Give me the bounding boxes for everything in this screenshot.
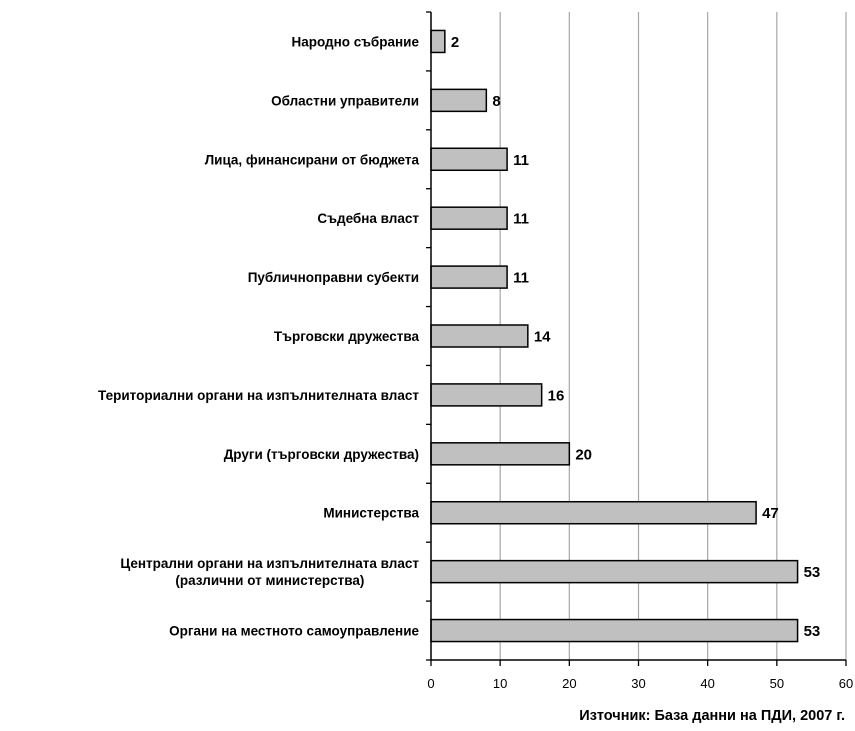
bar-4 (430, 265, 508, 289)
x-tick-label-10: 10 (493, 676, 507, 691)
value-label-7: 20 (575, 446, 592, 463)
x-tick-labels: 0 10 20 30 40 50 60 (427, 676, 853, 691)
value-label-5: 14 (534, 329, 551, 346)
value-label-1: 8 (492, 93, 500, 110)
bar-6 (430, 383, 543, 407)
x-tick-label-50: 50 (770, 676, 784, 691)
x-tick-label-0: 0 (427, 676, 434, 691)
category-label-3: Съдебна власт (317, 211, 419, 226)
value-label-9: 53 (804, 564, 821, 581)
x-tick-label-60: 60 (839, 676, 853, 691)
value-label-10: 53 (804, 623, 821, 640)
bars (430, 29, 799, 643)
category-labels: Народно събрание Областни управители Лица,… (98, 34, 419, 638)
category-label-0: Народно събрание (291, 34, 419, 49)
category-label-5: Търговски дружества (274, 329, 420, 344)
category-label-2: Лица, финансирани от бюджета (205, 152, 420, 167)
axes (426, 11, 847, 666)
category-label-6: Териториални органи на изпълнителната вл… (98, 388, 419, 403)
category-label-7: Други (търговски дружества) (224, 447, 419, 462)
category-label-9-line-1: (различни от министерства) (175, 573, 364, 588)
bar-0 (430, 29, 446, 54)
value-label-2: 11 (513, 152, 529, 169)
x-tick-label-30: 30 (631, 676, 645, 691)
category-label-1: Областни управители (271, 93, 419, 108)
bar-8 (430, 500, 757, 525)
bar-3 (430, 206, 508, 230)
category-label-9-line-0: Централни органи на изпълнителната власт (120, 556, 419, 571)
category-label-4: Публичноправни субекти (248, 270, 419, 285)
bar-7 (430, 442, 571, 466)
value-label-8: 47 (762, 505, 779, 522)
bar-2 (430, 147, 508, 172)
bar-1 (430, 88, 488, 113)
x-tick-label-20: 20 (562, 676, 576, 691)
value-label-4: 11 (513, 270, 529, 287)
x-tick-label-40: 40 (700, 676, 714, 691)
category-label-8: Министерства (323, 506, 419, 521)
value-label-0: 2 (451, 34, 459, 51)
bar-10 (430, 618, 799, 643)
value-label-3: 11 (513, 211, 529, 228)
grid-lines (499, 12, 847, 660)
source-note: Източник: База данни на ПДИ, 2007 г. (579, 708, 845, 724)
value-label-6: 16 (548, 387, 565, 404)
bar-5 (430, 324, 529, 348)
value-labels: 2 8 11 11 11 14 16 20 47 53 53 (451, 34, 820, 640)
bar-9 (430, 559, 799, 584)
category-label-10: Органи на местното самоуправление (169, 624, 419, 639)
